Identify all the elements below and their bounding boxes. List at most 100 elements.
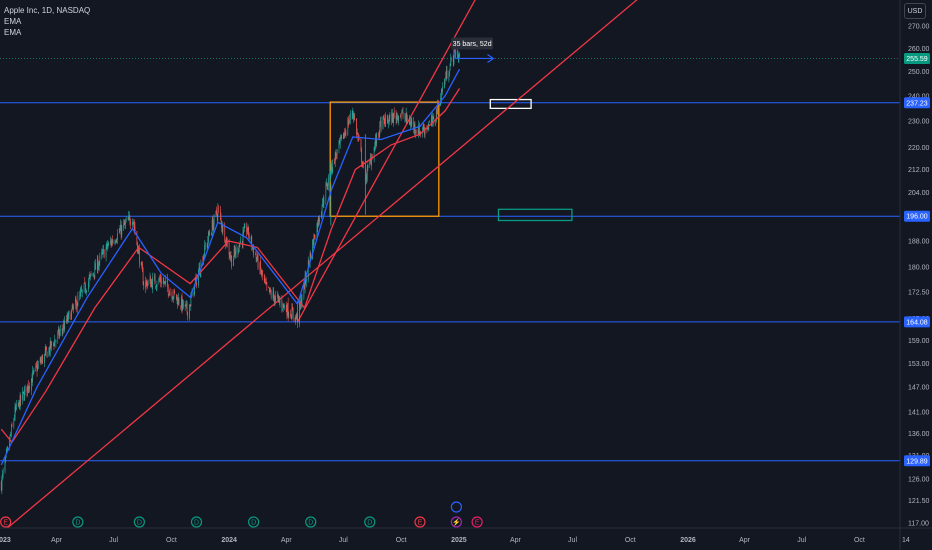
candle-body [327, 184, 329, 189]
candle-body [351, 114, 353, 115]
currency-button[interactable]: USD [904, 3, 926, 19]
candle-body [110, 241, 111, 243]
candle-body [319, 218, 320, 222]
event-marker-ring [305, 516, 317, 528]
candle-body [149, 277, 151, 282]
range-box [329, 101, 440, 217]
candle-body [158, 278, 160, 284]
candle-body [32, 371, 33, 382]
candle-body [385, 115, 386, 127]
candle-body [114, 242, 116, 243]
candle-body [15, 403, 17, 410]
candle-body [449, 63, 451, 71]
candle-body [323, 202, 325, 203]
candle-body [216, 215, 218, 218]
candle-body [411, 121, 413, 124]
price-tick-label: 172.50 [908, 290, 930, 297]
event-marker-letter: E [475, 520, 480, 527]
candle-body [23, 393, 25, 400]
event-marker-letter: D [194, 520, 199, 527]
candle-body [42, 355, 44, 363]
candle-body [59, 332, 60, 336]
candle-body [64, 319, 66, 329]
candle-body [348, 122, 350, 124]
indicator-ema-slow[interactable]: EMA [4, 28, 22, 37]
event-marker-2: D [133, 516, 145, 528]
candle-body [366, 177, 367, 180]
candle-body [217, 208, 219, 217]
candle-body [376, 132, 378, 144]
candle-body [301, 299, 303, 305]
candle-body [255, 254, 256, 256]
candle-body [49, 347, 50, 353]
candle-body [159, 278, 161, 280]
time-tick-label: Jul [568, 537, 577, 544]
candle-body [107, 243, 108, 248]
candle-body [291, 307, 293, 319]
event-marker-letter: D [308, 520, 313, 527]
candle-body [129, 217, 131, 224]
candle-body [338, 140, 340, 149]
candle-body [366, 167, 368, 179]
candle-body [85, 290, 87, 292]
candle-body [88, 277, 90, 283]
candle-body [17, 404, 19, 405]
candle-body [288, 314, 290, 317]
candle-body [439, 103, 441, 105]
candle-body [226, 236, 227, 246]
candle-body [383, 115, 384, 118]
candle-body [75, 298, 77, 302]
time-tick-label: 14 [902, 537, 910, 544]
candle-body [193, 291, 195, 295]
event-marker-4: D [248, 516, 260, 528]
last-price-badge-label: 255.59 [906, 56, 928, 63]
candle-body [36, 365, 37, 367]
candle-body [275, 295, 276, 301]
candle-body [121, 226, 123, 235]
candle-body [14, 417, 15, 420]
candle-body [118, 231, 120, 233]
candle-body [74, 299, 76, 306]
price-tick-label: 117.00 [908, 520, 929, 527]
candle-body [211, 220, 213, 232]
price-tick-label: 180.00 [908, 264, 930, 271]
candle-body [93, 273, 94, 275]
candle-body [248, 226, 249, 237]
candle-body [220, 209, 221, 217]
candle-body [299, 303, 300, 325]
symbol-title[interactable]: Apple Inc, 1D, NASDAQ [4, 6, 91, 15]
candle-body [349, 113, 351, 121]
candle-body [262, 270, 263, 276]
candle-body [409, 123, 411, 125]
candle-body [146, 282, 148, 288]
candle-body [226, 242, 228, 247]
candle-body [84, 282, 86, 283]
candle-body [402, 110, 403, 112]
time-tick-label: Apr [51, 537, 63, 544]
time-tick-label: Oct [854, 537, 865, 544]
candle-body [345, 133, 347, 135]
candle-body [167, 278, 168, 288]
candle-body [27, 383, 29, 390]
candle-body [49, 341, 51, 353]
candle-body [11, 424, 13, 427]
candle-body [410, 120, 412, 124]
indicator-ema-fast[interactable]: EMA [4, 17, 22, 26]
candle-body [107, 245, 109, 248]
candle-body [5, 455, 6, 461]
candle-body [286, 309, 288, 316]
ema-fast-line [0, 68, 461, 466]
price-tick-label: 153.00 [908, 361, 930, 368]
candle-body [446, 69, 447, 79]
candle-body [331, 163, 332, 172]
candle-body [349, 119, 351, 121]
candle-body [207, 240, 209, 244]
candle-body [41, 359, 42, 363]
candle-body [424, 128, 426, 135]
candle-body [339, 139, 340, 143]
candle-body [361, 149, 362, 163]
candle-body [13, 419, 15, 427]
candle-body [208, 233, 210, 235]
candle-body [279, 301, 281, 303]
